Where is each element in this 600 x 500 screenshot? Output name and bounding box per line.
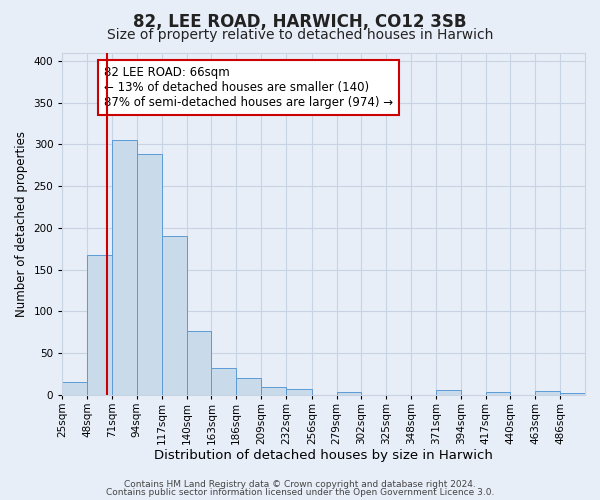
Bar: [62, 382, 87, 395]
Text: 82, LEE ROAD, HARWICH, CO12 3SB: 82, LEE ROAD, HARWICH, CO12 3SB: [133, 12, 467, 30]
Bar: [535, 390, 560, 395]
Bar: [436, 390, 461, 395]
Bar: [485, 392, 511, 395]
Bar: [161, 236, 187, 395]
Text: Contains public sector information licensed under the Open Government Licence 3.: Contains public sector information licen…: [106, 488, 494, 497]
Text: 82 LEE ROAD: 66sqm
← 13% of detached houses are smaller (140)
87% of semi-detach: 82 LEE ROAD: 66sqm ← 13% of detached hou…: [104, 66, 393, 109]
Bar: [560, 393, 585, 395]
Bar: [236, 378, 261, 395]
Bar: [87, 254, 112, 395]
Bar: [187, 330, 211, 395]
Bar: [137, 154, 161, 395]
Bar: [337, 392, 361, 395]
Y-axis label: Number of detached properties: Number of detached properties: [15, 130, 28, 316]
Bar: [112, 140, 137, 395]
Bar: [261, 386, 286, 395]
Bar: [286, 389, 312, 395]
Bar: [211, 368, 236, 395]
Text: Contains HM Land Registry data © Crown copyright and database right 2024.: Contains HM Land Registry data © Crown c…: [124, 480, 476, 489]
Text: Size of property relative to detached houses in Harwich: Size of property relative to detached ho…: [107, 28, 493, 42]
X-axis label: Distribution of detached houses by size in Harwich: Distribution of detached houses by size …: [154, 450, 493, 462]
